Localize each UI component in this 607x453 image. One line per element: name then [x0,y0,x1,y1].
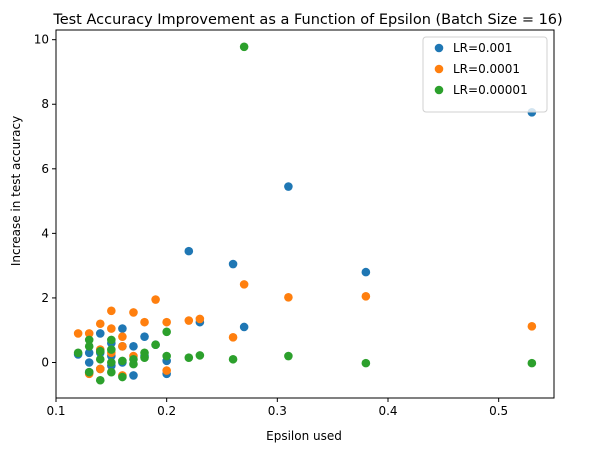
data-point [129,342,138,351]
data-point [95,346,105,356]
legend-marker [434,85,444,95]
data-point [527,358,537,368]
data-point [151,340,160,350]
data-point [228,259,238,269]
data-point [84,348,94,358]
data-point [162,351,171,361]
legend-marker [434,64,444,74]
data-point [140,332,149,341]
data-point [361,292,371,301]
data-point [361,267,371,277]
data-point [184,353,194,362]
data-point [118,332,127,341]
y-axis: 0 2 4 6 8 10 [34,33,56,369]
data-point [107,306,116,316]
data-point [95,375,105,385]
data-point [162,366,171,375]
data-point [129,371,138,380]
data-point [84,342,94,351]
chart-title: Test Accuracy Improvement as a Function … [52,12,562,28]
data-point [195,351,205,360]
data-point [284,182,293,191]
y-tick-label: 8 [41,97,49,111]
legend-label: LR=0.00001 [453,83,528,97]
legend-box [422,36,548,113]
data-point [284,351,293,361]
y-tick-label: 2 [41,291,49,305]
data-point [118,324,127,333]
legend: LR=0.001 LR=0.0001 LR=0.00001 [422,36,548,113]
y-tick-label: 10 [34,33,49,47]
data-point [129,359,138,369]
data-point [95,364,105,374]
data-point [95,319,105,329]
data-point [84,335,94,345]
data-point [107,358,116,367]
data-point [107,335,116,345]
data-point [84,329,94,338]
plot-frame [55,29,555,399]
legend-label: LR=0.001 [453,41,512,55]
data-point [239,322,249,332]
data-point [239,42,249,52]
data-point [184,316,194,325]
data-point [73,329,83,338]
series-3 [73,42,537,385]
data-point [84,358,94,367]
x-tick-label: 0.1 [46,404,65,418]
x-tick-label: 0.3 [268,404,287,418]
data-point [284,292,293,302]
legend-label: LR=0.0001 [453,62,520,76]
data-points [73,42,537,385]
y-axis-label: Increase in test accuracy [9,116,23,266]
data-point [162,327,171,337]
data-point [228,354,238,364]
data-point [95,329,105,338]
x-axis: 0.1 0.2 0.3 0.4 0.5 [46,398,508,418]
data-point [140,317,149,327]
data-point [361,358,371,368]
data-point [118,372,127,382]
x-tick-label: 0.2 [157,404,176,418]
data-point [84,367,94,377]
data-point [140,353,149,362]
data-point [118,356,127,366]
data-point [239,280,249,289]
data-point [228,333,238,342]
x-tick-label: 0.5 [489,404,508,418]
y-tick-label: 0 [41,355,49,369]
x-axis-label: Epsilon used [266,429,342,443]
series-2 [73,280,537,380]
data-point [184,246,194,256]
y-tick-label: 4 [41,226,49,240]
x-tick-label: 0.4 [378,404,397,418]
data-point [73,348,83,358]
legend-marker [434,43,444,53]
data-point [195,314,205,324]
y-tick-label: 6 [41,162,49,176]
data-point [107,345,116,354]
data-point [118,342,127,351]
data-point [107,324,116,333]
data-point [151,295,160,304]
data-point [129,308,138,317]
data-point [107,367,116,377]
series-1 [73,108,537,380]
data-point [527,322,537,331]
data-point [162,317,171,327]
data-point [95,354,105,364]
